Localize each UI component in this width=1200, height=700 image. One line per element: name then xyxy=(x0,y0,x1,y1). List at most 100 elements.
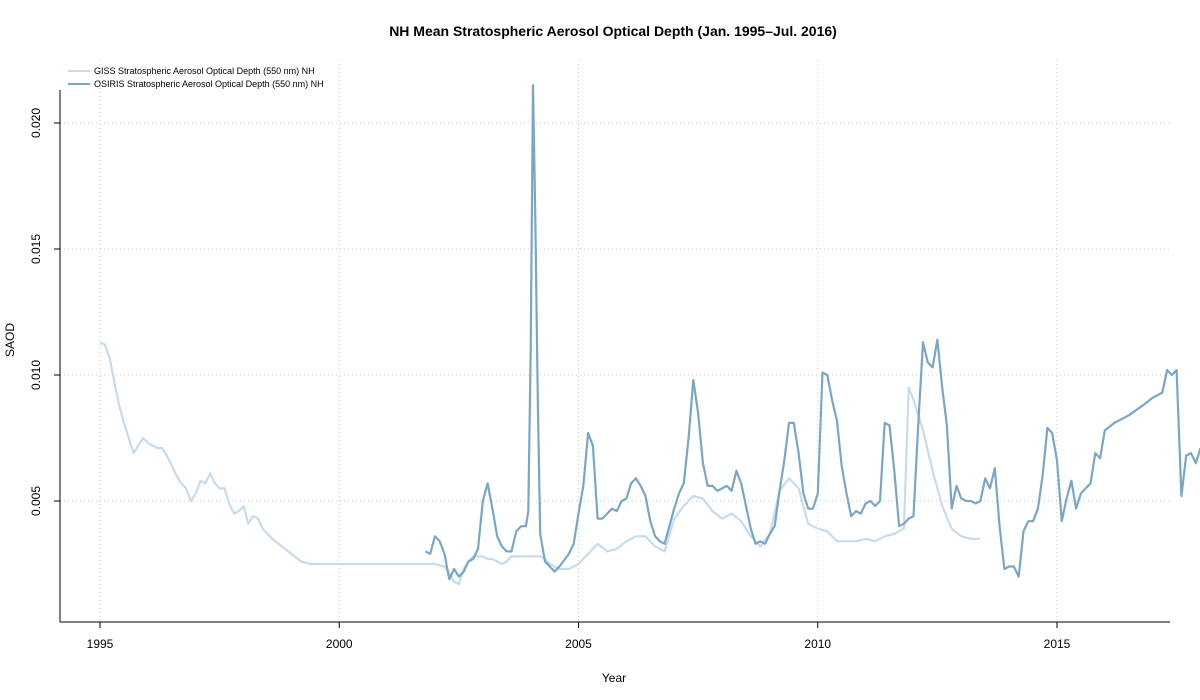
axes xyxy=(59,90,1170,623)
data-point xyxy=(961,536,963,538)
data-point xyxy=(831,399,833,401)
data-point xyxy=(803,493,805,495)
data-point xyxy=(956,485,958,487)
data-point xyxy=(501,546,503,548)
data-point xyxy=(635,478,637,480)
data-point xyxy=(195,493,197,495)
data-point xyxy=(482,500,484,502)
data-point xyxy=(788,422,790,424)
data-point xyxy=(1061,520,1063,522)
data-point xyxy=(659,541,661,543)
data-point xyxy=(511,551,513,553)
data-point xyxy=(1023,530,1025,532)
data-point xyxy=(970,500,972,502)
data-point xyxy=(185,488,187,490)
data-point xyxy=(965,500,967,502)
data-point xyxy=(941,505,943,507)
data-point xyxy=(1090,483,1092,485)
y-ticks: 0.005 0.010 0.015 0.020 xyxy=(29,108,60,516)
data-point xyxy=(769,533,771,535)
data-point xyxy=(453,568,455,570)
data-point xyxy=(755,543,757,545)
series-0 xyxy=(99,341,981,586)
data-point xyxy=(626,498,628,500)
data-point xyxy=(233,513,235,515)
data-point xyxy=(1028,520,1030,522)
data-point xyxy=(721,518,723,520)
data-point xyxy=(693,379,695,381)
data-point xyxy=(449,578,451,580)
data-point xyxy=(688,437,690,439)
data-point xyxy=(310,563,312,565)
gridlines xyxy=(60,60,1170,622)
data-point xyxy=(894,533,896,535)
data-point xyxy=(133,452,135,454)
data-point xyxy=(750,528,752,530)
data-point xyxy=(1176,369,1178,371)
data-point xyxy=(1004,568,1006,570)
data-point xyxy=(1162,392,1164,394)
data-point xyxy=(506,551,508,553)
data-point xyxy=(855,510,857,512)
data-point xyxy=(319,563,321,565)
data-point xyxy=(578,513,580,515)
data-point xyxy=(262,528,264,530)
data-point xyxy=(1142,404,1144,406)
data-point xyxy=(123,422,125,424)
data-point xyxy=(386,563,388,565)
data-point xyxy=(855,541,857,543)
data-point xyxy=(444,566,446,568)
data-point xyxy=(650,520,652,522)
data-point xyxy=(539,556,541,558)
data-point xyxy=(1042,475,1044,477)
data-point xyxy=(678,493,680,495)
data-point xyxy=(171,465,173,467)
data-point xyxy=(228,503,230,505)
data-point xyxy=(176,475,178,477)
data-point xyxy=(1095,452,1097,454)
data-point xyxy=(439,541,441,543)
data-point xyxy=(874,505,876,507)
data-point xyxy=(760,541,762,543)
data-point xyxy=(731,490,733,492)
data-point xyxy=(224,488,226,490)
data-point xyxy=(1080,493,1082,495)
data-point xyxy=(209,473,211,475)
data-point xyxy=(410,563,412,565)
data-point xyxy=(812,508,814,510)
data-point xyxy=(583,485,585,487)
data-point xyxy=(745,505,747,507)
series-1 xyxy=(424,84,1200,581)
data-point xyxy=(980,500,982,502)
data-point xyxy=(530,556,532,558)
data-point xyxy=(592,445,594,447)
data-point xyxy=(1195,462,1197,464)
x-tick-label: 1995 xyxy=(87,637,114,651)
data-point xyxy=(152,445,154,447)
data-point xyxy=(1104,430,1106,432)
data-point xyxy=(616,548,618,550)
data-point xyxy=(999,525,1001,527)
series-line xyxy=(99,341,981,586)
data-point xyxy=(913,399,915,401)
data-point xyxy=(606,551,608,553)
data-point xyxy=(616,510,618,512)
y-axis-label: SAOD xyxy=(3,323,17,357)
data-point xyxy=(147,442,149,444)
data-point xyxy=(908,387,910,389)
data-point xyxy=(654,536,656,538)
data-point xyxy=(549,566,551,568)
data-point xyxy=(138,445,140,447)
data-point xyxy=(1066,498,1068,500)
data-point xyxy=(492,558,494,560)
data-point xyxy=(291,553,293,555)
data-point xyxy=(673,518,675,520)
data-point xyxy=(602,518,604,520)
legend-label-giss: GISS Stratospheric Aerosol Optical Depth… xyxy=(94,66,315,76)
data-point xyxy=(793,422,795,424)
data-point xyxy=(128,437,130,439)
data-point xyxy=(530,349,532,351)
series xyxy=(99,84,1200,586)
data-point xyxy=(257,518,259,520)
data-point xyxy=(1071,480,1073,482)
